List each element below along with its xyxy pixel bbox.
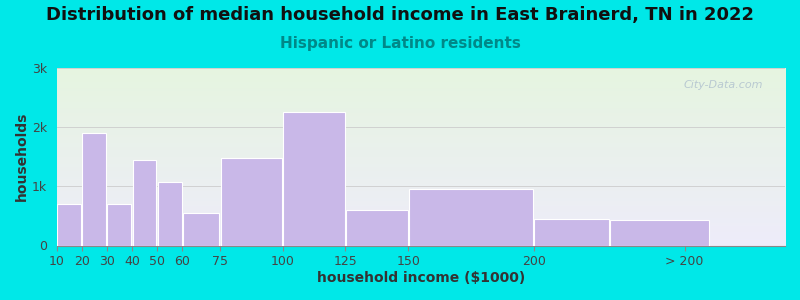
Bar (158, 182, 182, 245)
Bar (221, 158, 282, 245)
Text: Hispanic or Latino residents: Hispanic or Latino residents (279, 36, 521, 51)
Bar (82, 133, 106, 245)
X-axis label: household income ($1000): household income ($1000) (317, 271, 525, 285)
Bar (183, 213, 219, 245)
Bar (534, 219, 609, 245)
Bar (107, 204, 131, 245)
Bar (346, 210, 408, 245)
Y-axis label: households: households (15, 112, 29, 201)
Bar (58, 204, 81, 245)
Bar (610, 220, 709, 245)
Bar (409, 189, 534, 245)
Bar (133, 160, 157, 245)
Bar (283, 112, 345, 245)
Text: Distribution of median household income in East Brainerd, TN in 2022: Distribution of median household income … (46, 6, 754, 24)
Text: City-Data.com: City-Data.com (684, 80, 763, 90)
